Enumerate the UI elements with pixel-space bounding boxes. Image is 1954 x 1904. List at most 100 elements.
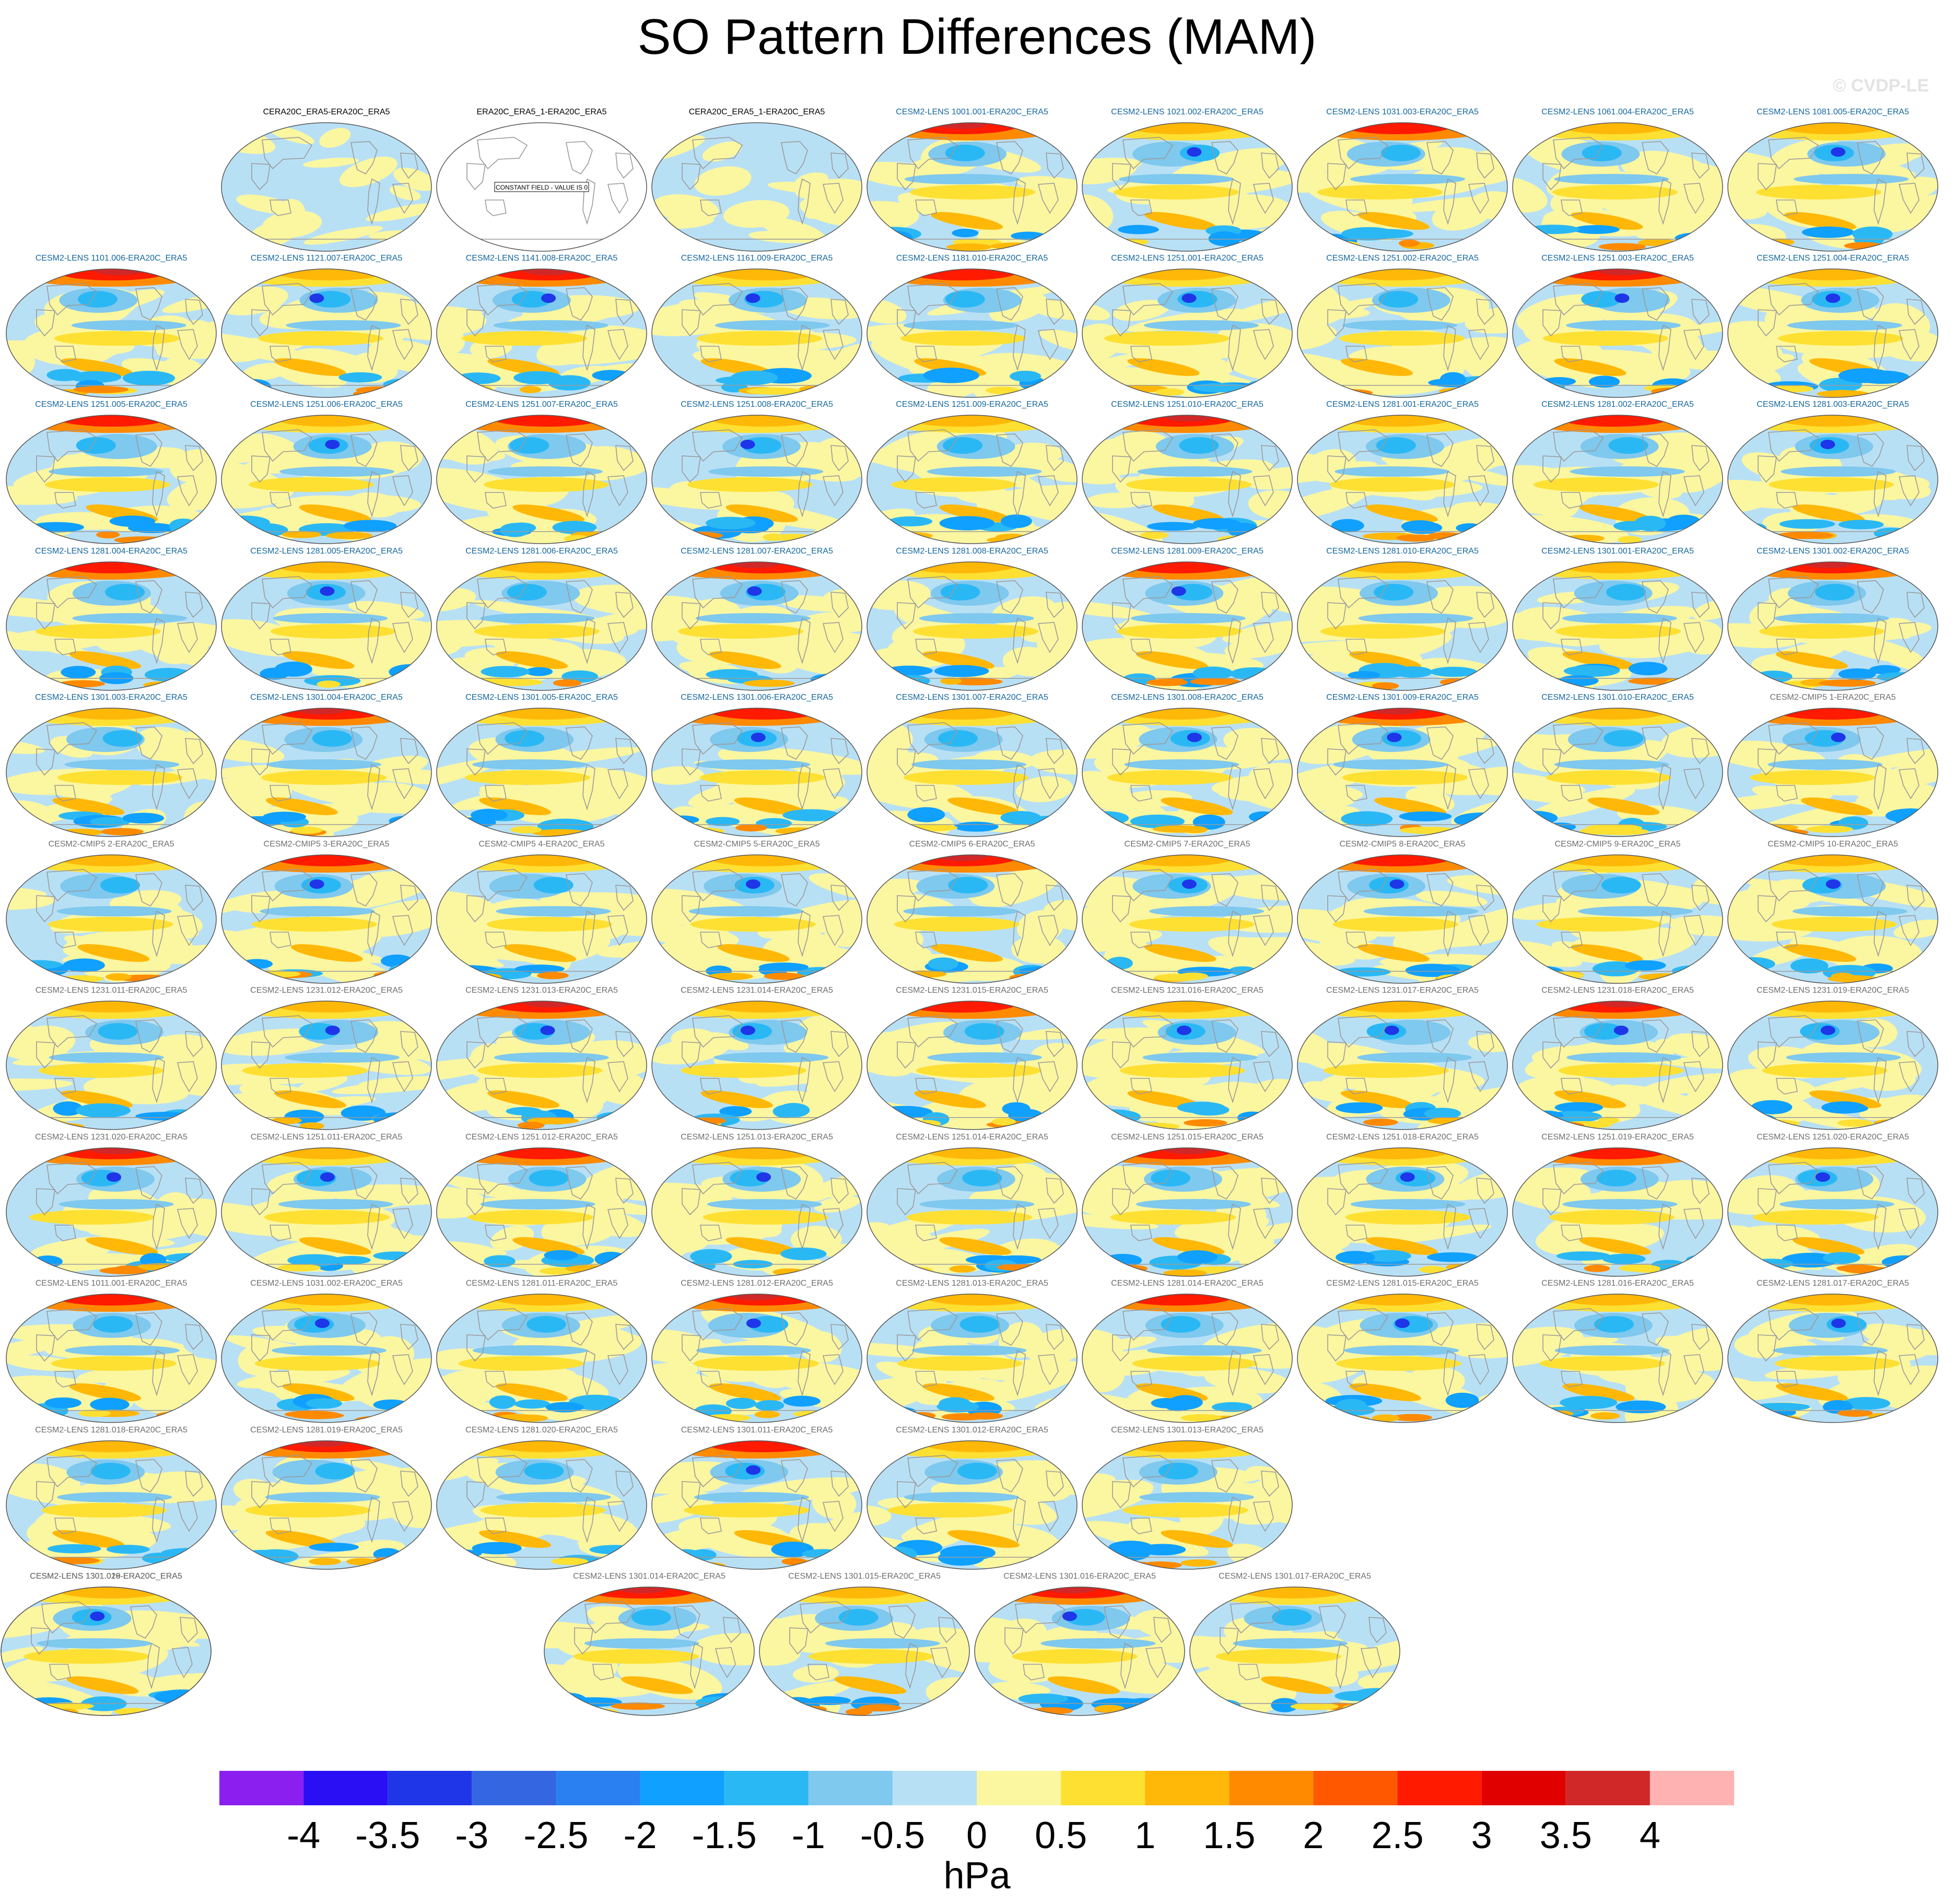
globe-map — [651, 1001, 862, 1130]
globe-map — [6, 1294, 217, 1423]
colorbar-tick-label: -2.5 — [523, 1815, 589, 1856]
map-panel-label: CESM2-LENS 1031.003-ERA20C_ERA5 — [1326, 108, 1479, 116]
globe-map — [1082, 1001, 1293, 1130]
map-panel-label: ERA20C_ERA5_1-ERA20C_ERA5 — [476, 108, 607, 116]
map-panel: CESM2-LENS 1141.008-ERA20C_ERA5 — [436, 253, 648, 399]
map-panel-label: CESM2-LENS 1281.009-ERA20C_ERA5 — [1111, 547, 1263, 556]
map-panel-label: CERA20C_ERA5-ERA20C_ERA5 — [263, 108, 390, 116]
map-panel: CESM2-LENS 1281.006-ERA20C_ERA5 — [436, 546, 648, 692]
globe-map — [221, 708, 432, 837]
globe-map — [436, 268, 647, 398]
globe-map — [6, 1440, 217, 1570]
map-panel-label: CESM2-LENS 1281.013-ERA20C_ERA5 — [896, 1279, 1048, 1288]
map-panel-label: CESM2-LENS 1301.015-ERA20C_ERA5 — [788, 1572, 941, 1581]
colorbar-swatch — [472, 1771, 556, 1805]
globe-map — [1512, 122, 1723, 252]
map-panel-label: CESM2-LENS 1251.001-ERA20C_ERA5 — [1111, 254, 1263, 263]
colorbar-tick-label: -1.5 — [692, 1815, 757, 1856]
map-panel: CESM2-LENS 1231.013-ERA20C_ERA5 — [436, 985, 648, 1132]
globe-map — [867, 268, 1078, 398]
globe-map — [221, 561, 432, 691]
map-panel-label: CESM2-LENS 1301.003-ERA20C_ERA5 — [35, 693, 188, 702]
globe-map — [1297, 708, 1508, 837]
globe-map — [651, 1294, 862, 1423]
map-panel: CESM2-LENS 1301.017-ERA20C_ERA5 — [1189, 1571, 1401, 1718]
map-panel-label: CESM2-LENS 1281.004-ERA20C_ERA5 — [35, 547, 188, 556]
globe-map — [221, 1440, 432, 1570]
globe-map — [6, 268, 217, 398]
globe-map — [1297, 122, 1508, 252]
cvdp-watermark: © CVDP-LE — [1833, 76, 1929, 96]
map-panel-label: CESM2-CMIP5 7-ERA20C_ERA5 — [1124, 840, 1250, 849]
map-panel: CESM2-LENS 1231.016-ERA20C_ERA5 — [1081, 985, 1293, 1132]
globe-map — [1512, 268, 1723, 398]
map-panel-label: CESM2-CMIP5 5-ERA20C_ERA5 — [694, 840, 820, 849]
map-panel: CESM2-LENS 1301.002-ERA20C_ERA5 — [1727, 546, 1939, 692]
map-panel: CESM2-LENS 1231.012-ERA20C_ERA5 — [220, 985, 432, 1132]
map-panel-label: CESM2-LENS 1021.002-ERA20C_ERA5 — [1111, 108, 1263, 116]
colorbar — [219, 1771, 1734, 1805]
map-panel-label: CESM2-LENS 1251.019-ERA20C_ERA5 — [1541, 1133, 1694, 1142]
colorbar-swatch — [1145, 1771, 1230, 1805]
globe-map — [436, 1001, 647, 1130]
map-panel: CESM2-CMIP5 7-ERA20C_ERA5 — [1081, 839, 1293, 985]
map-panel-label: CESM2-LENS 1251.013-ERA20C_ERA5 — [681, 1133, 833, 1142]
map-panel-label: CESM2-LENS 1281.007-ERA20C_ERA5 — [681, 547, 833, 556]
map-panel-label: CESM2-LENS 1281.005-ERA20C_ERA5 — [250, 547, 403, 556]
map-panel-label: CESM2-LENS 1301.001-ERA20C_ERA5 — [1541, 547, 1694, 556]
globe-map — [1512, 854, 1723, 984]
globe-map — [867, 1001, 1078, 1130]
map-panel: CESM2-LENS 1301.006-ERA20C_ERA5 — [651, 692, 863, 839]
map-panel-label: CESM2-CMIP5 3-ERA20C_ERA5 — [263, 840, 390, 849]
globe-map — [1082, 1294, 1293, 1423]
map-panel: CESM2-LENS 1001.001-ERA20C_ERA5 — [866, 107, 1078, 253]
map-panel: CESM2-LENS 1251.005-ERA20C_ERA5 — [5, 399, 217, 546]
globe-map — [6, 854, 217, 984]
globe-map — [436, 854, 647, 984]
map-panel: CESM2-LENS 1081.005-ERA20C_ERA5 — [1727, 107, 1939, 253]
map-panel-label: CESM2-LENS 1301.011-ERA20C_ERA5 — [681, 1426, 833, 1435]
map-panel-label: CESM2-LENS 1301.007-ERA20C_ERA5 — [896, 693, 1048, 702]
map-panel: CESM2-LENS 1251.007-ERA20C_ERA5 — [436, 399, 648, 546]
map-panel: CESM2-LENS 1301.008-ERA20C_ERA5 — [1081, 692, 1293, 839]
map-panel-label: CESM2-LENS 1181.010-ERA20C_ERA5 — [896, 254, 1048, 263]
colorbar-tick-label: -0.5 — [860, 1815, 925, 1856]
map-panel: CESM2-LENS 1281.009-ERA20C_ERA5 — [1081, 546, 1293, 692]
colorbar-swatch — [1565, 1771, 1650, 1805]
map-panel-label: CESM2-LENS 1251.011-ERA20C_ERA5 — [250, 1133, 403, 1142]
map-panel-label: CESM2-LENS 1301.017-ERA20C_ERA5 — [1219, 1572, 1371, 1581]
globe-map — [867, 561, 1078, 691]
constant-field-note: CONSTANT FIELD - VALUE IS 0 — [496, 184, 588, 191]
globe-map — [651, 268, 862, 398]
map-panel: CESM2-LENS 1281.010-ERA20C_ERA5 — [1296, 546, 1508, 692]
map-panel-label: CESM2-LENS 1301.014-ERA20C_ERA5 — [573, 1572, 726, 1581]
map-panel: CESM2-LENS 1301.015-ERA20C_ERA5 — [758, 1571, 970, 1718]
map-panel-label: CESM2-LENS 1251.018-ERA20C_ERA5 — [1326, 1133, 1479, 1142]
map-panel: CESM2-LENS 1031.003-ERA20C_ERA5 — [1296, 107, 1508, 253]
map-panel-label: CESM2-LENS 1251.014-ERA20C_ERA5 — [896, 1133, 1048, 1142]
globe-map — [867, 1440, 1078, 1570]
colorbar-tick-label: 2 — [1303, 1815, 1324, 1856]
map-panel-label: CESM2-CMIP5 6-ERA20C_ERA5 — [909, 840, 1035, 849]
colorbar-swatch — [724, 1771, 809, 1805]
map-panel-label: CESM2-LENS 1281.014-ERA20C_ERA5 — [1111, 1279, 1263, 1288]
map-panel-label: CESM2-LENS 1281.017-ERA20C_ERA5 — [1757, 1279, 1909, 1288]
map-panel-label: CESM2-LENS 1281.018-ERA20C_ERA5 — [35, 1426, 188, 1435]
map-panel: CESM2-LENS 1281.019-ERA20C_ERA5 — [220, 1425, 432, 1571]
globe-map — [6, 561, 217, 691]
map-panel: CESM2-LENS 1101.006-ERA20C_ERA5 — [5, 253, 217, 399]
colorbar-tick-label: -2 — [623, 1815, 657, 1856]
map-panel-label: CESM2-LENS 1281.003-ERA20C_ERA5 — [1757, 400, 1909, 409]
globe-map — [1297, 561, 1508, 691]
map-panel: CESM2-LENS 1301.016-ERA20C_ERA5 — [974, 1571, 1186, 1718]
globe-map — [1082, 1440, 1293, 1570]
globe-map — [867, 122, 1078, 252]
globe-map — [221, 1294, 432, 1423]
map-panel-label: CESM2-LENS 1061.004-ERA20C_ERA5 — [1541, 108, 1694, 116]
map-panel-label: CESM2-LENS 1281.001-ERA20C_ERA5 — [1326, 400, 1479, 409]
map-panel-label: CESM2-LENS 1231.013-ERA20C_ERA5 — [465, 986, 618, 995]
globe-map — [1512, 708, 1723, 837]
map-panel-label: CESM2-LENS 1251.010-ERA20C_ERA5 — [1111, 400, 1263, 409]
map-panel-label: CESM2-LENS 1251.006-ERA20C_ERA5 — [250, 400, 403, 409]
